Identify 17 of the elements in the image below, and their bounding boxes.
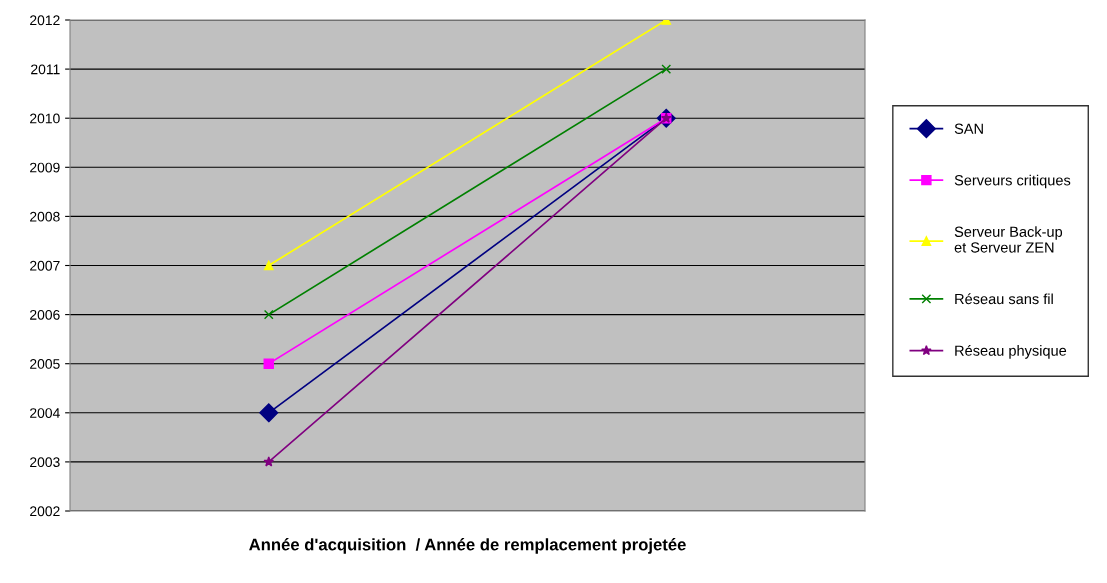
y-tick-label: 2006 xyxy=(30,309,60,320)
y-tick-label: 2002 xyxy=(30,506,60,517)
legend-label: Réseau physique xyxy=(955,344,1067,359)
legend-label: Serveurs critiques xyxy=(954,174,1071,189)
y-tick-label: 2011 xyxy=(31,64,60,75)
y-tick-label: 2005 xyxy=(30,359,60,369)
legend-label: Serveur Back-up et Serveur ZEN xyxy=(954,226,1063,253)
y-tick-label: 2008 xyxy=(30,211,60,222)
legend-label: SAN xyxy=(954,123,983,134)
legend-label: Réseau sans fil xyxy=(955,293,1053,305)
y-tick-label: 2007 xyxy=(30,260,60,271)
y-tick-label: 2012 xyxy=(30,15,60,26)
y-tick-label: 2009 xyxy=(30,162,60,173)
x-axis-title: Année d'acquisition / Année de remplacement projetée xyxy=(249,538,686,554)
y-tick-label: 2010 xyxy=(30,113,60,124)
y-tick-label: 2003 xyxy=(30,457,60,468)
y-tick-label: 2004 xyxy=(30,408,60,418)
